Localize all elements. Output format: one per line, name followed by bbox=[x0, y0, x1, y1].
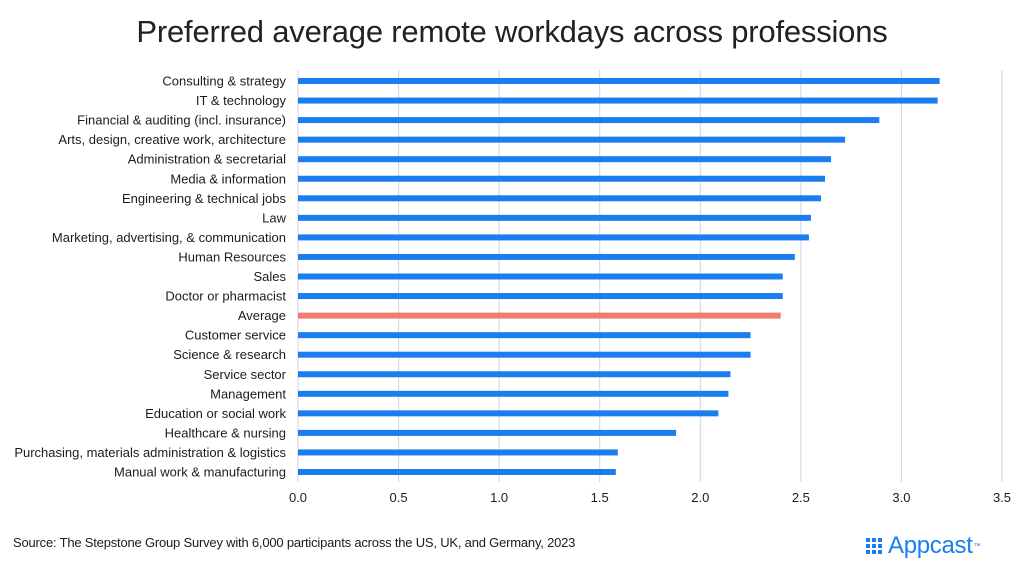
bar bbox=[298, 253, 795, 260]
logo-text: Appcast bbox=[888, 532, 973, 559]
bar bbox=[298, 97, 938, 104]
appcast-logo-icon bbox=[866, 538, 882, 554]
category-label: Service sector bbox=[204, 367, 287, 382]
bar bbox=[298, 469, 616, 475]
category-label: Education or social work bbox=[145, 406, 286, 421]
category-label: Marketing, advertising, & communication bbox=[52, 230, 286, 245]
category-label: Consulting & strategy bbox=[162, 74, 286, 89]
bar bbox=[298, 136, 846, 143]
category-label-layer: Consulting & strategy IT & technology Fina… bbox=[14, 74, 286, 480]
category-label: Customer service bbox=[185, 328, 286, 343]
bar bbox=[298, 214, 811, 221]
source-note: Source: The Stepstone Group Survey with … bbox=[13, 535, 576, 550]
bar bbox=[298, 175, 825, 182]
bar bbox=[298, 429, 677, 436]
x-tick-label: 3.5 bbox=[993, 490, 1011, 505]
bar bbox=[298, 371, 731, 378]
category-label: Purchasing, materials administration & l… bbox=[14, 445, 286, 460]
bar bbox=[298, 351, 751, 358]
x-tick-label: 2.0 bbox=[691, 490, 709, 505]
category-label: Human Resources bbox=[178, 249, 286, 264]
category-label: Sales bbox=[253, 269, 286, 284]
bar bbox=[298, 449, 618, 456]
category-label: Manual work & manufacturing bbox=[114, 465, 286, 480]
category-label: IT & technology bbox=[196, 93, 287, 108]
bar bbox=[298, 195, 821, 202]
bar bbox=[298, 293, 783, 300]
chart-title: Preferred average remote workdays across… bbox=[136, 14, 888, 49]
logo-trademark: ™ bbox=[973, 542, 981, 550]
bar bbox=[298, 117, 880, 124]
bar bbox=[298, 390, 729, 397]
x-tick-label: 0.5 bbox=[390, 490, 408, 505]
category-label: Financial & auditing (incl. insurance) bbox=[77, 113, 286, 128]
bar bbox=[298, 156, 832, 163]
bar bbox=[298, 273, 783, 280]
category-label: Doctor or pharmacist bbox=[165, 289, 286, 304]
category-label: Healthcare & nursing bbox=[165, 425, 286, 440]
x-tick-label: 2.5 bbox=[792, 490, 810, 505]
x-tick-label: 3.0 bbox=[892, 490, 910, 505]
category-label: Average bbox=[238, 308, 286, 323]
bar bbox=[298, 332, 751, 339]
category-label: Law bbox=[262, 210, 286, 225]
category-label: Management bbox=[210, 386, 286, 401]
bar-average bbox=[298, 312, 781, 319]
category-label: Engineering & technical jobs bbox=[122, 191, 287, 206]
category-label: Media & information bbox=[170, 171, 286, 186]
bar bbox=[298, 78, 940, 84]
appcast-logo: Appcast ™ bbox=[866, 532, 981, 560]
bar bbox=[298, 410, 719, 417]
bar bbox=[298, 234, 809, 241]
category-label: Science & research bbox=[173, 347, 286, 362]
x-tick-label: 1.5 bbox=[591, 490, 609, 505]
x-tick-label: 1.0 bbox=[490, 490, 508, 505]
category-label: Arts, design, creative work, architectur… bbox=[58, 132, 286, 147]
x-tick-label: 0.0 bbox=[289, 490, 307, 505]
x-tick-layer: 0.0 0.5 1.0 1.5 2.0 2.5 3.0 3.5 bbox=[289, 490, 1011, 505]
bar-layer bbox=[298, 78, 940, 475]
category-label: Administration & secretarial bbox=[128, 152, 286, 167]
